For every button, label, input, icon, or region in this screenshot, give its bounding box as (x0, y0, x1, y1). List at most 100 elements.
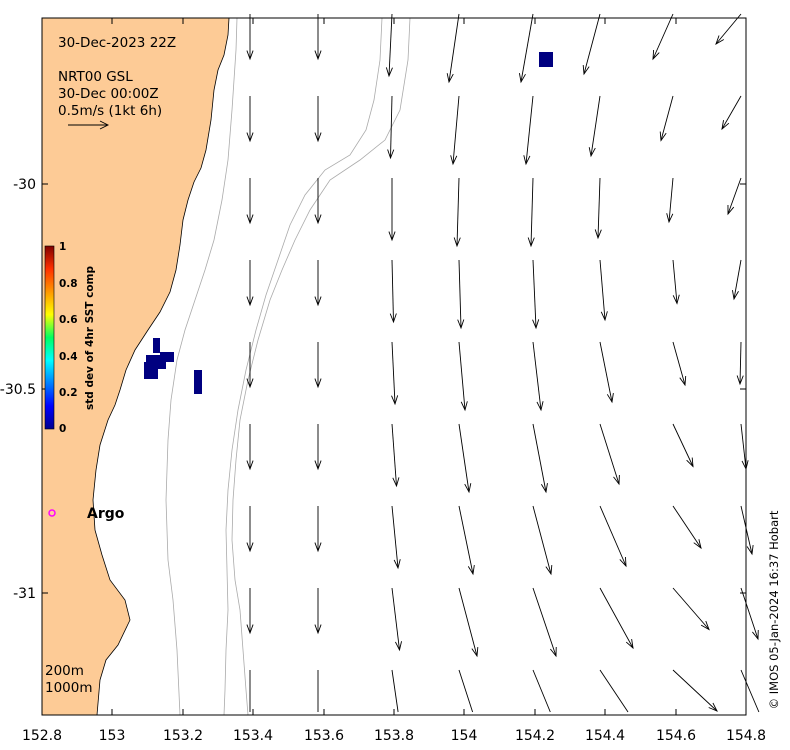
current-arrow (389, 259, 397, 324)
cb-tick-0.4: 0.4 (59, 351, 78, 363)
current-arrow (672, 341, 687, 387)
y-tick-minus30: -30 (13, 177, 36, 193)
current-arrow (672, 259, 680, 305)
x-tick-153.4: 153.4 (233, 728, 273, 744)
current-arrow (740, 423, 749, 471)
cb-tick-0.8: 0.8 (59, 278, 78, 290)
current-arrow (391, 505, 401, 570)
current-arrow (736, 341, 744, 386)
current-arrow (594, 177, 602, 240)
argo-label: Argo (87, 506, 125, 522)
isobath-1000m (231, 17, 411, 716)
current-arrow (599, 423, 620, 486)
x-tick-labels: 152.8 153 153.2 153.4 153.6 153.8 154 15… (22, 728, 766, 744)
current-arrow (727, 177, 742, 216)
current-arrow (652, 13, 674, 61)
y-tick-labels: -30 -30.5 -31 (0, 177, 36, 602)
current-arrow (458, 587, 479, 658)
current-arrow (314, 342, 322, 389)
current-arrow (314, 260, 322, 307)
x-tick-154: 154 (451, 728, 478, 744)
x-tick-154.6: 154.6 (656, 728, 696, 744)
x-tick-153.8: 153.8 (374, 728, 414, 744)
current-arrow (672, 587, 710, 631)
current-time-label: 30-Dec 00:00Z (58, 86, 159, 102)
argo-marker (48, 509, 56, 517)
current-arrow (518, 13, 534, 84)
current-arrow (672, 423, 694, 468)
current-arrow (458, 669, 474, 713)
current-arrow (532, 669, 551, 713)
current-arrow (457, 259, 465, 330)
current-arrow (458, 505, 475, 576)
x-tick-153: 153 (99, 728, 126, 744)
current-arrow (246, 178, 254, 225)
current-arrow (453, 177, 461, 248)
scale-arrow (68, 120, 110, 130)
current-arrow (391, 341, 399, 406)
current-arrow (388, 178, 396, 242)
current-arrow (314, 14, 322, 61)
current-arrow (446, 13, 460, 84)
current-arrow (740, 505, 754, 556)
y-tick-minus30.5: -30.5 (0, 382, 36, 398)
current-arrow (314, 588, 322, 635)
current-arrow (314, 424, 322, 471)
current-arrow (246, 14, 254, 61)
scale-label: 0.5m/s (1kt 6h) (58, 103, 162, 119)
current-arrow (246, 96, 254, 143)
current-arrow (458, 423, 472, 494)
current-arrow (715, 13, 742, 46)
current-arrow (523, 95, 534, 166)
current-arrow (246, 424, 254, 471)
current-arrow (246, 588, 254, 635)
cb-tick-0: 0 (59, 423, 66, 435)
current-arrow (385, 13, 393, 78)
current-arrow (314, 178, 322, 225)
sst-std-pixels (144, 52, 553, 394)
isobath-1000m-label: 1000m (45, 680, 93, 696)
current-arrow (387, 95, 395, 160)
x-tick-154.2: 154.2 (515, 728, 555, 744)
current-arrow (599, 505, 627, 568)
isobath-200m-label: 200m (45, 663, 84, 679)
current-arrow (314, 96, 322, 143)
current-arrow (246, 342, 254, 389)
current-arrow (391, 423, 400, 488)
product-label: NRT00 GSL (58, 69, 133, 85)
current-arrow (391, 669, 399, 713)
x-tick-152.8: 152.8 (22, 728, 62, 744)
current-arrow (246, 260, 254, 307)
current-arrows (246, 13, 760, 713)
x-tick-153.6: 153.6 (304, 728, 344, 744)
current-arrow (588, 95, 601, 158)
current-arrow (532, 259, 540, 330)
current-arrow (391, 587, 402, 652)
timestamp-label: 30-Dec-2023 22Z (58, 35, 176, 51)
credit-text: © IMOS 05-Jan-2024 16:37 Hobart (767, 510, 781, 709)
current-arrow (532, 423, 548, 494)
current-arrow (450, 95, 460, 166)
x-tick-154.4: 154.4 (585, 728, 625, 744)
y-tick-minus31: -31 (13, 586, 36, 602)
colorbar (44, 245, 55, 430)
current-arrow (659, 95, 674, 142)
current-arrow (532, 587, 557, 658)
current-arrow (721, 95, 742, 131)
land-mass (41, 17, 230, 716)
current-arrow (532, 341, 544, 412)
current-arrow (666, 177, 674, 224)
current-arrow (740, 587, 759, 641)
current-arrow (672, 669, 718, 712)
current-arrow (672, 505, 702, 550)
cb-tick-0.2: 0.2 (59, 387, 78, 399)
current-arrow (314, 506, 322, 553)
isobath-200m (165, 17, 238, 716)
current-arrow (246, 506, 254, 553)
cb-tick-1: 1 (59, 241, 66, 253)
current-arrow (458, 341, 468, 412)
isobath-1000m-deep (223, 17, 383, 716)
current-arrow (732, 259, 742, 301)
x-tick-153.2: 153.2 (163, 728, 203, 744)
